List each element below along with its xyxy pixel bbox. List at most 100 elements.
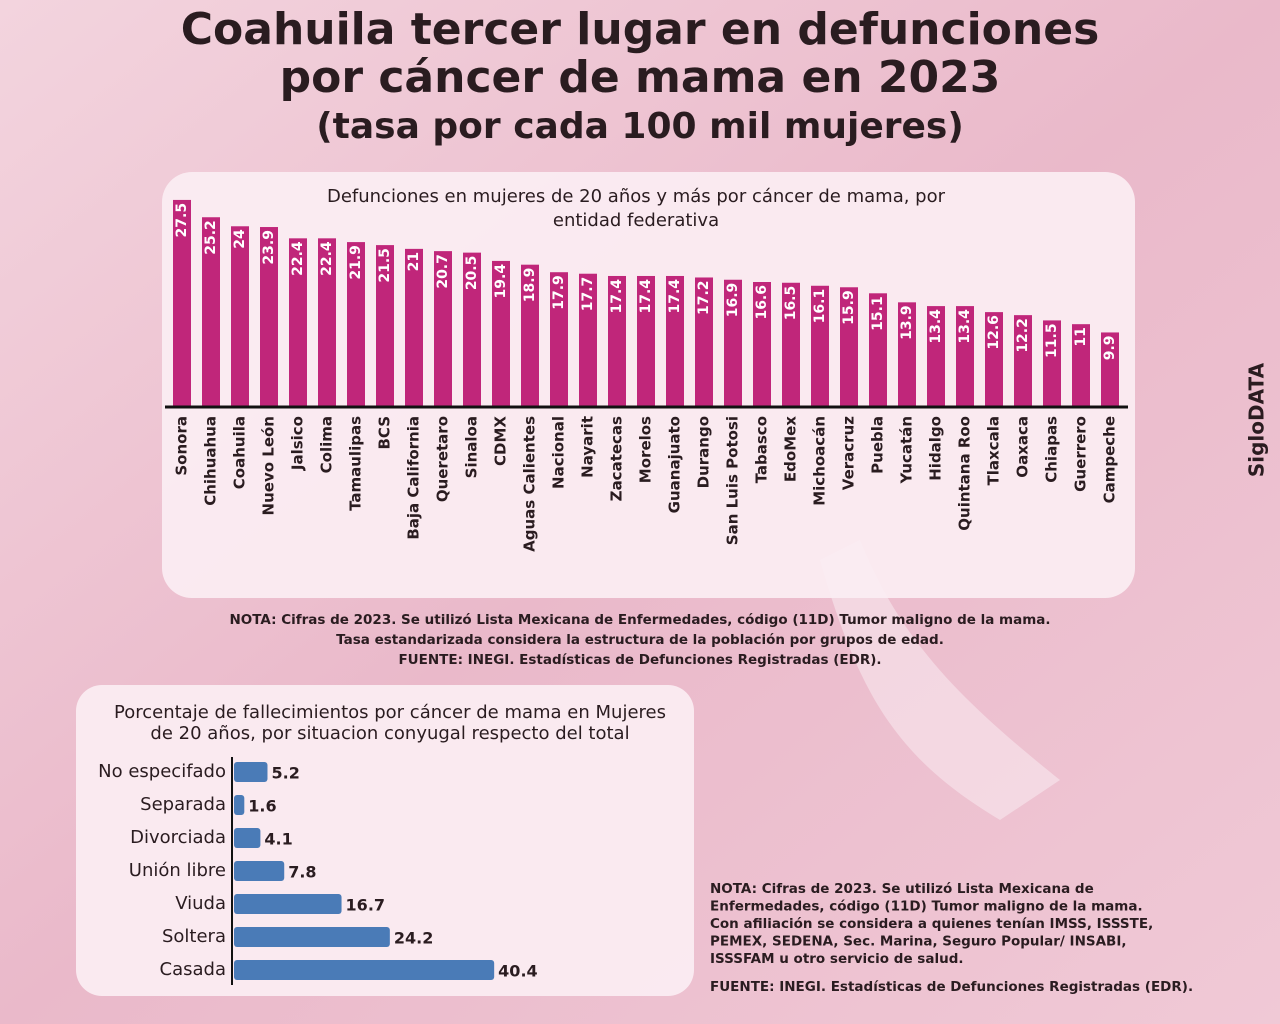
bar — [463, 252, 481, 407]
x-tick-label: Quintana Roo — [956, 416, 974, 531]
x-tick-label: Tlaxcala — [985, 416, 1003, 485]
value-label: 19.4 — [493, 264, 509, 299]
value-label: 24.2 — [394, 929, 433, 948]
note: PEMEX, SEDENA, Sec. Marina, Seguro Popul… — [710, 934, 1126, 950]
bar — [234, 960, 495, 980]
bar — [234, 795, 245, 815]
value-label: 21.9 — [348, 245, 364, 280]
value-label: 16.5 — [783, 286, 799, 321]
x-tick-label: Durango — [695, 416, 713, 488]
value-label: 15.1 — [870, 296, 886, 331]
x-tick-label: Chihuahua — [202, 416, 220, 506]
y-tick-label: Casada — [160, 959, 226, 980]
x-tick-label: Veracruz — [840, 416, 858, 490]
bar — [234, 861, 285, 881]
note: NOTA: Cifras de 2023. Se utilizó Lista M… — [229, 612, 1050, 628]
value-label: 22.4 — [290, 241, 306, 276]
title: por cáncer de mama en 2023 — [280, 52, 1001, 103]
x-tick-label: Hidalgo — [927, 416, 945, 481]
x-tick-label: Sonora — [173, 416, 191, 476]
x-tick-label: Nayarit — [579, 416, 597, 478]
note: FUENTE: INEGI. Estadísticas de Defuncion… — [710, 979, 1193, 995]
bar — [579, 273, 597, 407]
bar — [376, 245, 394, 407]
bar — [234, 828, 261, 848]
bar — [782, 282, 800, 407]
value-label: 13.4 — [957, 309, 973, 344]
value-label: 17.2 — [696, 280, 712, 315]
value-label: 12.2 — [1015, 318, 1031, 353]
x-tick-label: CDMX — [492, 416, 510, 466]
bar — [811, 285, 829, 407]
bar — [898, 302, 916, 407]
value-label: 17.4 — [667, 279, 683, 314]
x-tick-label: Guanajuato — [666, 416, 684, 513]
x-tick-label: Tabasco — [753, 416, 771, 483]
note: ISSSFAM u otro servicio de salud. — [710, 951, 963, 967]
bar — [202, 217, 220, 407]
bar — [234, 927, 390, 947]
bar — [695, 277, 713, 407]
value-label: 15.9 — [841, 290, 857, 325]
value-label: 22.4 — [319, 241, 335, 276]
x-tick-label: BCS — [376, 416, 394, 450]
bar — [521, 264, 539, 407]
bar — [1072, 324, 1090, 407]
value-label: 17.9 — [551, 275, 567, 310]
value-label: 17.4 — [638, 279, 654, 314]
x-tick-label: Jalsico — [289, 416, 307, 471]
chart-title: de 20 años, por situacion conyugal respe… — [150, 723, 629, 744]
value-label: 20.7 — [435, 254, 451, 289]
note: Enfermedades, código (11D) Tumor maligno… — [710, 899, 1143, 915]
bar — [666, 275, 684, 407]
y-tick-label: No especifado — [98, 761, 226, 782]
bar — [347, 242, 365, 407]
x-tick-label: Guerrero — [1072, 416, 1090, 492]
bar — [956, 306, 974, 407]
value-label: 16.1 — [812, 289, 828, 324]
bar — [234, 894, 342, 914]
value-label: 21 — [406, 252, 422, 271]
title: Coahuila tercer lugar en defunciones — [181, 4, 1100, 55]
value-label: 9.9 — [1102, 335, 1118, 360]
bar — [318, 238, 336, 407]
x-tick-label: Colima — [318, 416, 336, 473]
bar — [234, 762, 268, 782]
x-tick-label: Zacatecas — [608, 416, 626, 501]
value-label: 20.5 — [464, 256, 480, 291]
y-tick-label: Unión libre — [129, 860, 226, 881]
subtitle: (tasa por cada 100 mil mujeres) — [316, 106, 964, 147]
y-tick-label: Soltera — [162, 926, 226, 947]
value-label: 23.9 — [261, 230, 277, 265]
chart-title: Defunciones en mujeres de 20 años y más … — [327, 186, 946, 207]
value-label: 21.5 — [377, 248, 393, 283]
note: NOTA: Cifras de 2023. Se utilizó Lista M… — [710, 881, 1094, 897]
bar — [608, 275, 626, 407]
bar — [405, 248, 423, 407]
x-tick-label: Morelos — [637, 416, 655, 483]
x-tick-label: Nacional — [550, 416, 568, 489]
bar — [753, 282, 771, 407]
bar — [1101, 332, 1119, 407]
panel — [76, 685, 694, 996]
bar — [550, 272, 568, 407]
brand: SigloDATA — [1245, 362, 1269, 477]
bar — [434, 251, 452, 407]
bar — [869, 293, 887, 407]
x-tick-label: San Luis Potosi — [724, 416, 742, 545]
chart-title: entidad federativa — [553, 210, 719, 231]
note: Con afiliación se considera a quienes te… — [710, 916, 1153, 932]
value-label: 12.6 — [986, 315, 1002, 350]
value-label: 13.9 — [899, 305, 915, 340]
value-label: 16.7 — [346, 896, 385, 915]
value-label: 4.1 — [264, 830, 292, 849]
ribbon-decoration — [820, 540, 1060, 820]
x-tick-label: Coahuila — [231, 416, 249, 489]
value-label: 1.6 — [248, 797, 276, 816]
note: Tasa estandarizada considera la estructu… — [336, 632, 944, 648]
x-tick-label: Baja California — [405, 416, 423, 540]
bar — [637, 275, 655, 407]
value-label: 16.6 — [754, 285, 770, 320]
value-label: 18.9 — [522, 268, 538, 303]
